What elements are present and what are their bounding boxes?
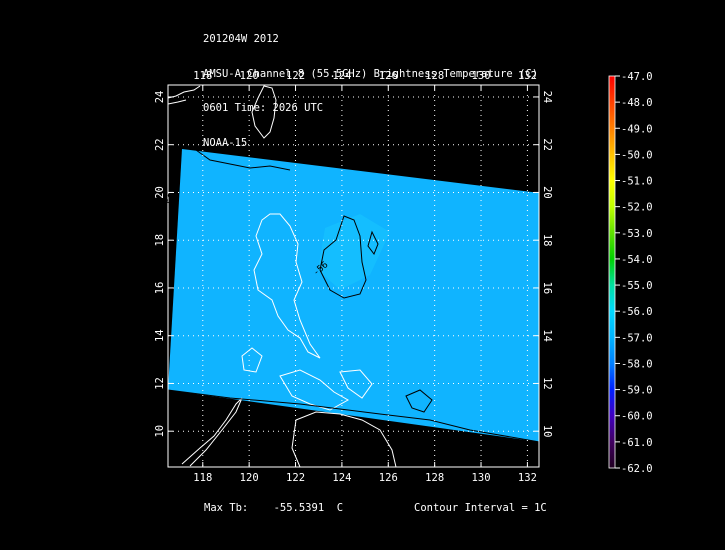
lat-tick-label-left: 18	[154, 234, 166, 247]
colorbar-gradient	[608, 75, 616, 469]
contour-ring-east	[319, 215, 367, 299]
coastline-layer	[168, 85, 397, 467]
lon-tick-label-top: 130	[472, 70, 491, 82]
china-coastline	[168, 85, 201, 105]
palawan-coastline	[181, 397, 243, 467]
colorbar-label: -52.0	[621, 202, 653, 214]
lat-tick-label-right: 16	[541, 282, 553, 295]
lon-tick-label-top: 132	[518, 70, 537, 82]
max-tb-label: Max Tb:	[204, 502, 249, 514]
colorbar-label: -55.0	[621, 280, 653, 292]
axis-ticks: 118 118 120 120 122 122 124 124 126 126 128 128 130 1…	[154, 70, 553, 484]
lat-tick-label-right: 12	[541, 377, 553, 390]
lat-tick-label-left: 16	[154, 282, 166, 295]
colorbar-label: -47.0	[621, 71, 653, 83]
colorbar-label: -50.0	[621, 149, 653, 161]
title-line-satellite: NOAA-15	[203, 136, 248, 149]
colorbar-label: -59.0	[621, 385, 653, 397]
contour-north	[195, 149, 291, 171]
lon-tick-label-bottom: 126	[379, 472, 398, 484]
taiwan-coastline	[251, 85, 277, 139]
lat-tick-label-right: 10	[541, 425, 553, 438]
lon-tick-label-bottom: 118	[193, 472, 212, 484]
title-line-channel: AMSU-A Channel 8 (55.5GHz) Brightness Te…	[203, 67, 539, 80]
lat-tick-label-right: 18	[541, 234, 553, 247]
contour-interval: Contour Interval = 1C	[414, 502, 547, 514]
lon-tick-label-bottom: 132	[518, 472, 537, 484]
max-tb-unit: C	[336, 502, 344, 514]
lon-tick-label-top: 122	[286, 70, 305, 82]
contour-value-label-left: -56	[165, 193, 178, 211]
title-line-time: 0601 Time: 2026 UTC	[203, 102, 324, 114]
lat-tick-label-right: 20	[541, 186, 553, 199]
colorbar-label: -51.0	[621, 176, 653, 188]
lon-tick-label-top: 124	[332, 70, 351, 82]
colorbar-label: -48.0	[621, 97, 653, 109]
contour-layer	[168, 149, 539, 443]
lat-tick-label-left: 12	[154, 377, 166, 390]
graticule	[168, 85, 539, 467]
lat-tick-label-right: 14	[541, 329, 553, 342]
lat-tick-label-right: 24	[541, 91, 553, 104]
lon-tick-label-top: 128	[425, 70, 444, 82]
max-tb-readout: Max Tb: -55.5391 C	[204, 502, 343, 514]
contour-south-box	[405, 389, 433, 413]
max-tb-value: -55.5391	[273, 502, 325, 514]
lat-tick-label-left: 22	[154, 138, 166, 151]
lat-tick-label-left: 10	[154, 425, 166, 438]
colorbar-label: -56.0	[621, 306, 653, 318]
luzon-coastline	[253, 213, 321, 359]
lat-tick-label-right: 22	[541, 138, 553, 151]
mindanao-coastline	[291, 411, 397, 467]
lon-tick-label-bottom: 130	[472, 472, 491, 484]
lon-tick-label-bottom: 122	[286, 472, 305, 484]
contour-southwest	[168, 389, 539, 443]
contour-small	[367, 230, 379, 256]
lon-tick-label-top: 120	[240, 70, 259, 82]
lon-tick-label-bottom: 120	[240, 472, 259, 484]
colorbar-label: -54.0	[621, 254, 653, 266]
colorbar-label: -53.0	[621, 228, 653, 240]
lon-tick-label-top: 118	[193, 70, 212, 82]
lon-tick-label-bottom: 128	[425, 472, 444, 484]
colorbar: -47.0 -48.0 -49.0 -50.0 -51.0 -52.0 -53.0 -54.0…	[608, 71, 653, 475]
map-title: 201204W 2012 AMSU-A Channel 8 (55.5GHz) …	[203, 11, 538, 161]
mindoro-coastline	[241, 347, 263, 373]
colorbar-label: -62.0	[621, 463, 653, 475]
lat-tick-label-left: 20	[154, 186, 166, 199]
lat-tick-label-left: 24	[154, 91, 166, 104]
colorbar-label: -49.0	[621, 123, 653, 135]
colorbar-label: -60.0	[621, 411, 653, 423]
visayas-coastline	[279, 369, 373, 411]
colorbar-label: -57.0	[621, 332, 653, 344]
colorbar-label: -61.0	[621, 437, 653, 449]
lon-tick-label-bottom: 124	[332, 472, 351, 484]
lon-tick-label-top: 126	[379, 70, 398, 82]
colorbar-label: -58.0	[621, 358, 653, 370]
lat-tick-label-left: 14	[154, 329, 166, 342]
map-frame	[167, 84, 540, 468]
title-line-storm: 201204W 2012	[203, 33, 279, 45]
